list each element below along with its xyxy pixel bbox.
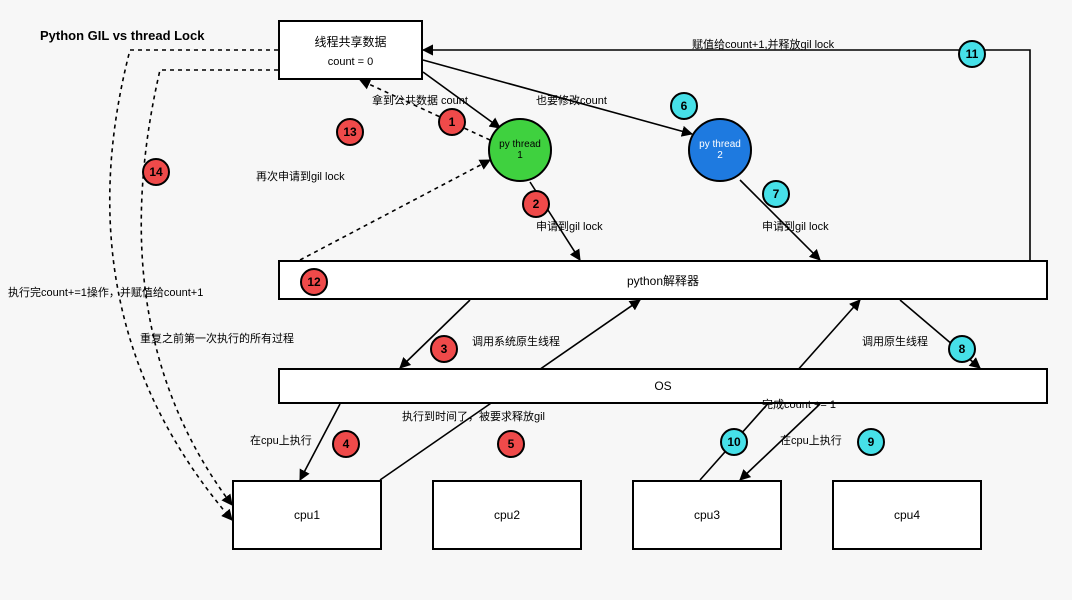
step-4: 4 <box>332 430 360 458</box>
step-3: 3 <box>430 335 458 363</box>
label-1b: 也要修改count <box>536 92 607 108</box>
node-cpu3: cpu3 <box>632 480 782 550</box>
label-13: 再次申请到gil lock <box>256 168 345 184</box>
count-box-value: count = 0 <box>328 56 374 68</box>
step-14: 14 <box>142 158 170 186</box>
label-12: 重复之前第一次执行的所有过程 <box>140 330 294 346</box>
label-1: 拿到公共数据 count <box>372 92 468 108</box>
step-9: 9 <box>857 428 885 456</box>
node-os: OS <box>278 368 1048 404</box>
step-6: 6 <box>670 92 698 120</box>
node-cpu4: cpu4 <box>832 480 982 550</box>
diagram-canvas: Python GIL vs thread Lock 线程共享数据 count =… <box>0 0 1072 600</box>
count-box-title: 线程共享数据 <box>314 33 386 50</box>
thread2-label-b: 2 <box>699 150 741 161</box>
label-7: 申请到gil lock <box>762 218 829 234</box>
node-cpu1: cpu1 <box>232 480 382 550</box>
label-5: 执行到时间了，被要求释放gil <box>402 408 545 424</box>
label-11: 赋值给count+1,并释放gil lock <box>692 36 834 52</box>
step-8: 8 <box>948 335 976 363</box>
step-11: 11 <box>958 40 986 68</box>
label-8: 调用原生线程 <box>862 333 928 349</box>
node-thread-2: py thread 2 <box>688 118 752 182</box>
step-2: 2 <box>522 190 550 218</box>
step-10: 10 <box>720 428 748 456</box>
thread1-label-a: py thread <box>499 139 541 150</box>
label-9: 在cpu上执行 <box>780 432 842 448</box>
step-1: 1 <box>438 108 466 136</box>
node-interpreter: python解释器 <box>278 260 1048 300</box>
thread1-label-b: 1 <box>499 150 541 161</box>
node-thread-1: py thread 1 <box>488 118 552 182</box>
label-14: 执行完count+=1操作，并赋值给count+1 <box>8 284 203 300</box>
step-12: 12 <box>300 268 328 296</box>
diagram-title: Python GIL vs thread Lock <box>40 28 204 43</box>
step-13: 13 <box>336 118 364 146</box>
node-cpu2: cpu2 <box>432 480 582 550</box>
label-4: 在cpu上执行 <box>250 432 312 448</box>
label-2: 申请到gil lock <box>536 218 603 234</box>
thread2-label-a: py thread <box>699 139 741 150</box>
label-10: 完成count += 1 <box>762 396 836 412</box>
node-count-box: 线程共享数据 count = 0 <box>278 20 423 80</box>
step-7: 7 <box>762 180 790 208</box>
step-5: 5 <box>497 430 525 458</box>
label-3: 调用系统原生线程 <box>472 333 560 349</box>
